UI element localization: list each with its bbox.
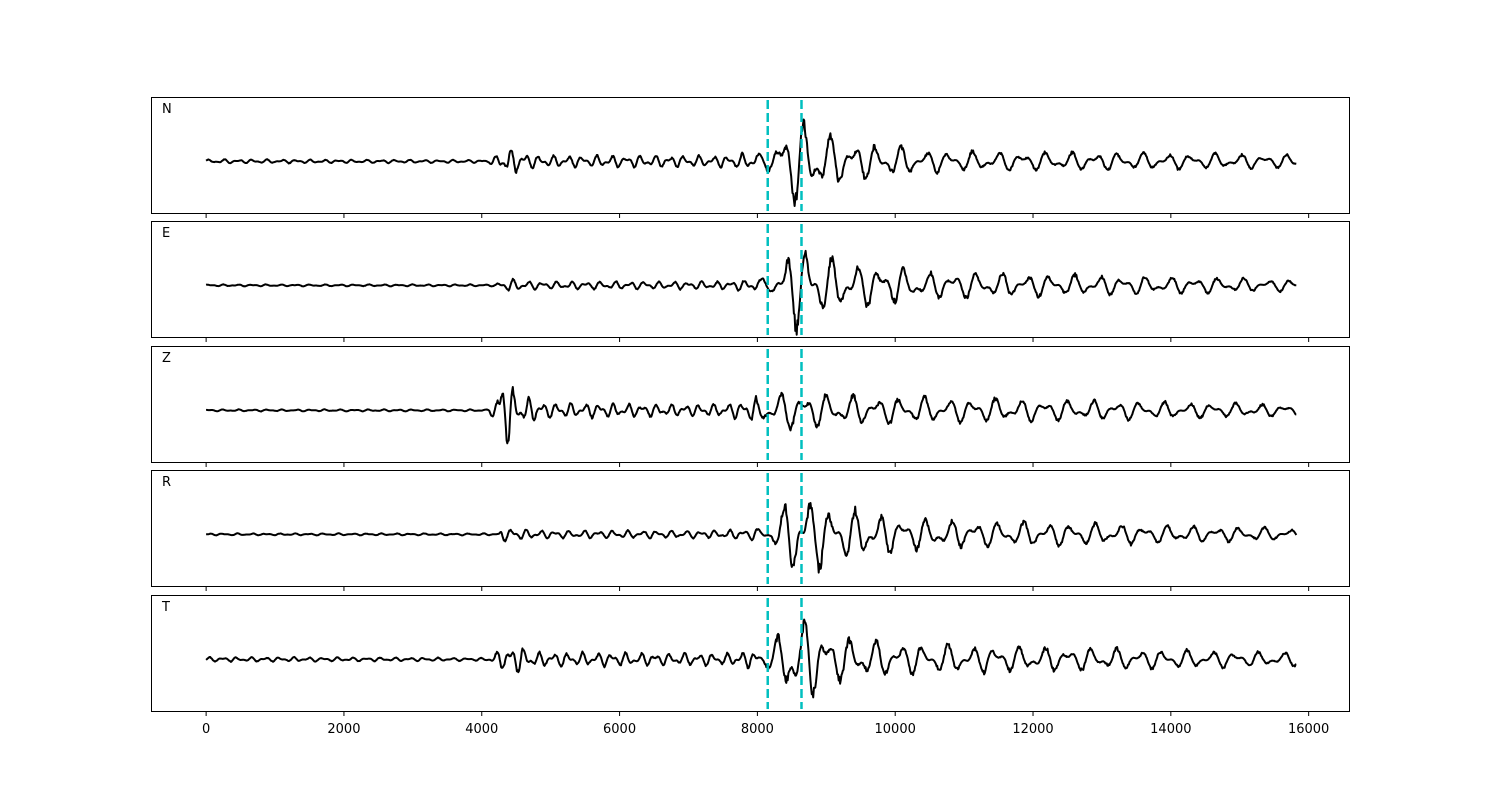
trace-n <box>205 118 1297 207</box>
panel-z: Z <box>151 346 1350 467</box>
trace-z <box>205 386 1297 445</box>
component-label-e: E <box>162 226 170 241</box>
trace-panels: N E Z R T <box>151 97 1350 716</box>
x-tick-label: 14000 <box>1150 722 1191 737</box>
x-tick-label: 8000 <box>741 722 774 737</box>
trace-e <box>205 249 1297 336</box>
panel-e: E <box>151 221 1350 342</box>
panel-frame <box>151 470 1350 587</box>
component-label-z: Z <box>162 351 171 366</box>
x-tick-label: 12000 <box>1012 722 1053 737</box>
component-label-t: T <box>161 600 170 615</box>
x-tick-label: 10000 <box>875 722 916 737</box>
x-tick-label: 16000 <box>1288 722 1329 737</box>
panel-t: T <box>151 595 1350 716</box>
trace-t <box>205 618 1297 699</box>
trace-r <box>205 502 1298 574</box>
x-tick-label: 2000 <box>327 722 360 737</box>
x-tick-label: 0 <box>202 722 210 737</box>
x-tick-label: 6000 <box>603 722 636 737</box>
component-label-r: R <box>162 475 171 490</box>
panel-frame <box>151 97 1350 214</box>
panel-frame <box>151 221 1350 338</box>
panel-n: N <box>151 97 1350 218</box>
panel-frame <box>151 595 1350 712</box>
x-axis: 0 2000 4000 6000 8000 10000 12000 14000 16000 <box>202 722 1329 737</box>
panel-frame <box>151 346 1350 463</box>
x-tick-label: 4000 <box>465 722 498 737</box>
component-label-n: N <box>162 102 172 117</box>
panel-r: R <box>151 470 1350 591</box>
